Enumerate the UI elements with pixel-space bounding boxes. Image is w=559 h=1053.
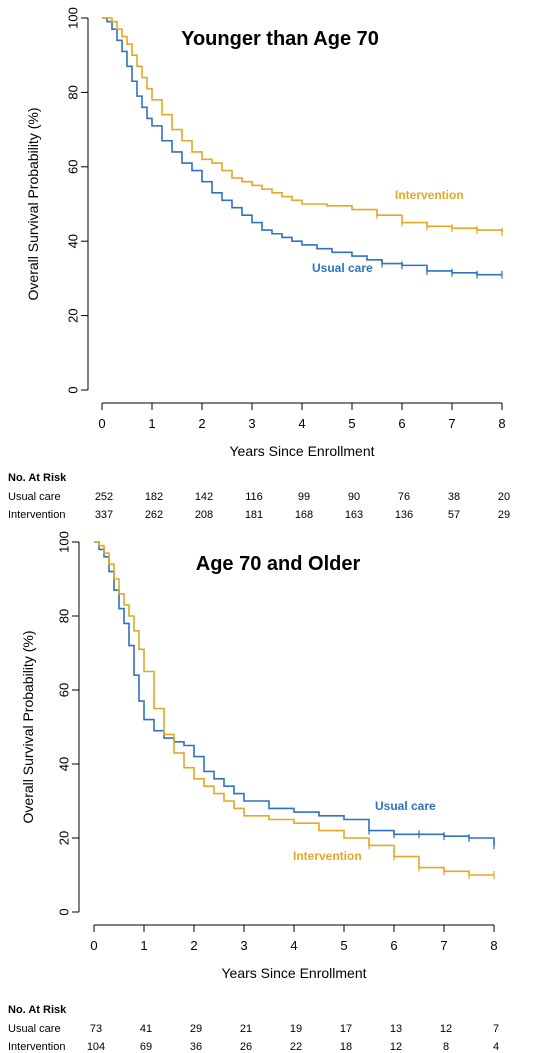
chart-panel-older: 0 1 2 3 4 5 6 7 8 0 20 40 60 80 100 Age 70 and Older Yea… xyxy=(0,525,559,1050)
series-line-intervention xyxy=(102,17,503,232)
x-tick-label: 0 xyxy=(98,416,105,431)
risk-count: 69 xyxy=(139,1041,153,1053)
x-tick-label: 6 xyxy=(398,416,405,431)
y-tick-label: 60 xyxy=(65,160,80,174)
risk-count: 41 xyxy=(139,1023,153,1035)
risk-count: 104 xyxy=(86,1041,106,1053)
risk-count: 208 xyxy=(194,509,214,521)
x-tick-label: 4 xyxy=(298,416,305,431)
x-tick-label: 0 xyxy=(90,938,97,953)
risk-count: 19 xyxy=(289,1023,303,1035)
series-line-usual-care xyxy=(94,541,495,846)
y-tick-label: 100 xyxy=(56,531,71,553)
risk-count: 99 xyxy=(297,491,311,503)
x-axis-label: Years Since Enrollment xyxy=(221,965,366,981)
risk-count: 337 xyxy=(94,509,114,521)
risk-count: 76 xyxy=(397,491,411,503)
risk-count: 142 xyxy=(194,491,214,503)
y-axis-label: Overall Survival Probability (%) xyxy=(20,631,36,824)
label-usual-care: Usual care xyxy=(312,261,373,275)
label-usual-care: Usual care xyxy=(375,799,436,813)
y-tick-label: 0 xyxy=(56,908,71,915)
risk-count: 12 xyxy=(389,1041,403,1053)
risk-count: 12 xyxy=(439,1023,453,1035)
y-tick-label: 40 xyxy=(65,234,80,248)
risk-count: 7 xyxy=(492,1023,500,1035)
risk-table-header: No. At Risk xyxy=(8,1004,67,1016)
x-tick-label: 8 xyxy=(490,938,497,953)
risk-count: 57 xyxy=(447,509,461,521)
y-tick-label: 40 xyxy=(56,757,71,771)
x-tick-label: 2 xyxy=(190,938,197,953)
y-tick-label: 100 xyxy=(65,7,80,29)
risk-count: 90 xyxy=(347,491,361,503)
series-line-intervention xyxy=(94,541,494,876)
risk-count: 36 xyxy=(189,1041,203,1053)
risk-count: 17 xyxy=(339,1023,353,1035)
x-tick-label: 3 xyxy=(248,416,255,431)
risk-count: 73 xyxy=(89,1023,103,1035)
risk-count: 116 xyxy=(245,491,263,503)
risk-count: 8 xyxy=(442,1041,450,1053)
risk-row-label: Usual care xyxy=(8,491,61,503)
label-intervention: Intervention xyxy=(293,849,362,863)
risk-count: 182 xyxy=(144,491,164,503)
risk-count: 18 xyxy=(339,1041,353,1053)
x-tick-label: 7 xyxy=(448,416,455,431)
x-tick-label: 3 xyxy=(240,938,247,953)
risk-count: 262 xyxy=(144,509,164,521)
y-tick-label: 80 xyxy=(65,85,80,99)
x-tick-label: 4 xyxy=(290,938,297,953)
x-tick-label: 6 xyxy=(390,938,397,953)
risk-count: 181 xyxy=(244,509,264,521)
chart-title: Younger than Age 70 xyxy=(181,28,379,50)
y-tick-label: 20 xyxy=(65,308,80,322)
x-axis-label: Years Since Enrollment xyxy=(229,443,374,459)
x-tick-label: 1 xyxy=(140,938,147,953)
x-tick-label: 2 xyxy=(198,416,205,431)
y-tick-label: 80 xyxy=(56,609,71,623)
risk-count: 22 xyxy=(289,1041,303,1053)
chart-title: Age 70 and Older xyxy=(196,553,361,575)
risk-count: 4 xyxy=(492,1041,500,1053)
risk-table-header: No. At Risk xyxy=(8,472,67,484)
risk-count: 163 xyxy=(344,509,364,521)
x-tick-label: 5 xyxy=(348,416,355,431)
y-tick-label: 20 xyxy=(56,831,71,845)
risk-count: 168 xyxy=(294,509,314,521)
risk-row-label: Intervention xyxy=(8,1041,66,1053)
risk-row-label: Usual care xyxy=(8,1023,61,1035)
risk-count: 29 xyxy=(497,509,511,521)
risk-count: 252 xyxy=(94,491,114,503)
risk-count: 20 xyxy=(497,491,511,503)
x-tick-label: 8 xyxy=(498,416,505,431)
y-axis-label: Overall Survival Probability (%) xyxy=(25,108,41,301)
x-tick-label: 1 xyxy=(148,416,155,431)
risk-count: 29 xyxy=(189,1023,203,1035)
risk-count: 13 xyxy=(389,1023,403,1035)
x-tick-label: 7 xyxy=(440,938,447,953)
risk-count: 21 xyxy=(239,1023,253,1035)
risk-row-label: Intervention xyxy=(8,509,66,521)
label-intervention: Intervention xyxy=(395,188,464,202)
series-line-usual-care xyxy=(102,17,502,276)
y-tick-label: 0 xyxy=(65,386,80,393)
risk-count: 136 xyxy=(394,509,414,521)
y-tick-label: 60 xyxy=(56,683,71,697)
chart-panel-younger: 0 1 2 3 4 5 6 7 8 0 20 40 60 80 100 Younger than Age 70… xyxy=(0,0,559,525)
risk-count: 38 xyxy=(447,491,461,503)
x-tick-label: 5 xyxy=(340,938,347,953)
risk-count: 26 xyxy=(239,1041,253,1053)
